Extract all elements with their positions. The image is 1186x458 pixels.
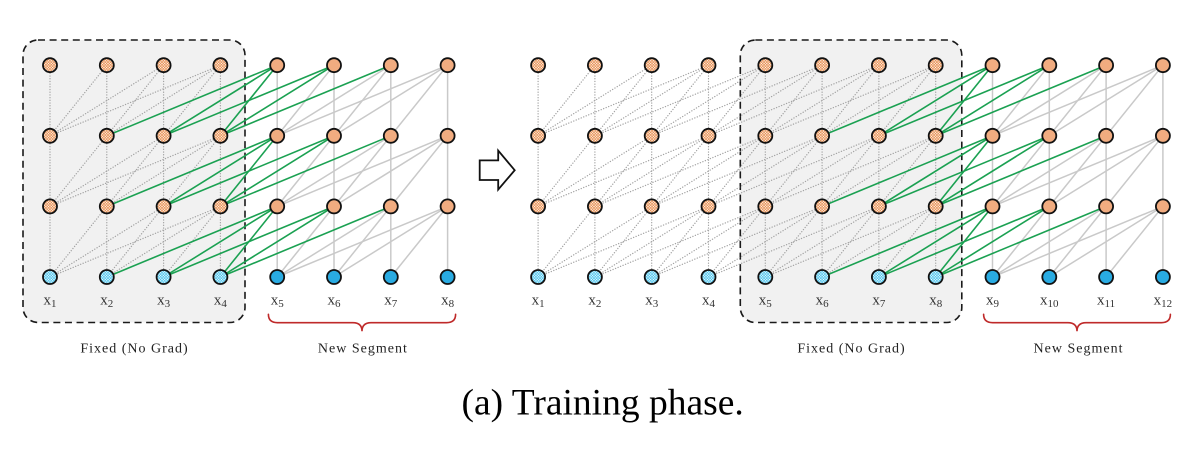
svg-text:x3: x3 <box>645 293 659 311</box>
svg-text:x8: x8 <box>441 293 455 311</box>
svg-text:x4: x4 <box>702 293 716 311</box>
svg-text:x6: x6 <box>328 293 342 311</box>
svg-text:x2: x2 <box>588 293 601 311</box>
svg-text:Fixed (No Grad): Fixed (No Grad) <box>80 342 188 357</box>
svg-text:x5: x5 <box>271 293 285 311</box>
svg-text:x12: x12 <box>1154 293 1173 311</box>
svg-text:x7: x7 <box>384 293 398 311</box>
svg-text:x10: x10 <box>1040 293 1059 311</box>
svg-text:x11: x11 <box>1097 293 1115 311</box>
svg-text:Fixed (No Grad): Fixed (No Grad) <box>797 342 905 357</box>
svg-text:New Segment: New Segment <box>1034 342 1124 357</box>
svg-text:(a) Training phase.: (a) Training phase. <box>461 383 743 424</box>
svg-text:x1: x1 <box>532 293 545 311</box>
svg-text:x9: x9 <box>986 293 1000 311</box>
svg-text:New Segment: New Segment <box>318 342 408 357</box>
